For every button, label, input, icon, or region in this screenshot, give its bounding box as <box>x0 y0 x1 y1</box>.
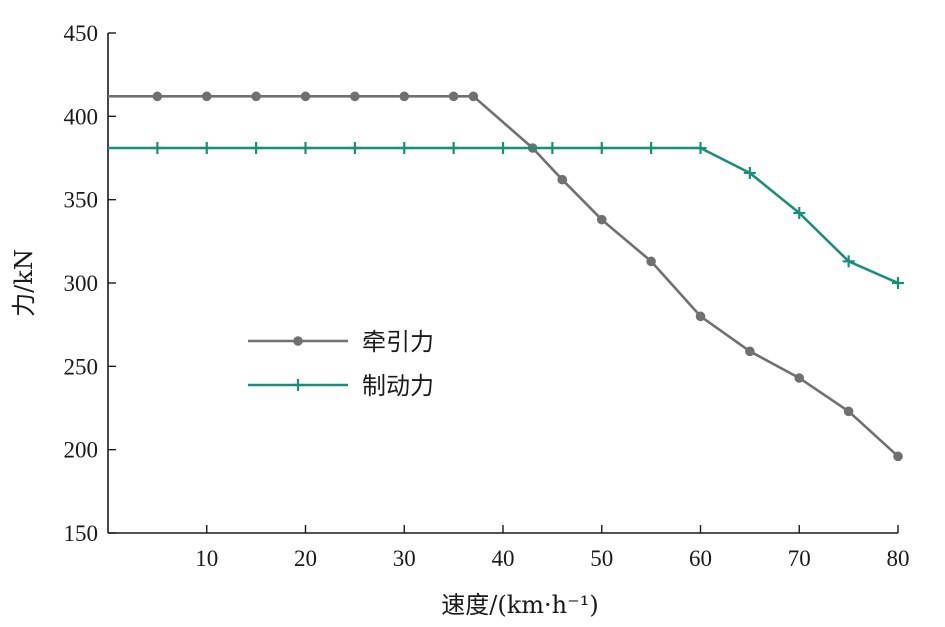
x-tick-label: 80 <box>887 546 910 571</box>
legend-marker <box>293 336 303 346</box>
y-tick-label: 350 <box>64 188 99 213</box>
data-point <box>448 91 459 102</box>
data-point <box>300 91 311 102</box>
data-point <box>497 142 509 154</box>
series-1 <box>108 91 903 462</box>
data-point <box>842 255 855 268</box>
legend-label: 牵引力 <box>362 328 434 356</box>
legend-marker <box>292 379 304 391</box>
y-tick-label: 400 <box>64 104 99 129</box>
data-point <box>152 91 163 102</box>
legend-item-2: 制动力 <box>248 372 434 400</box>
x-tick-label: 40 <box>492 546 515 571</box>
data-point <box>350 91 360 102</box>
data-point <box>892 277 904 289</box>
x-tick-label: 60 <box>689 546 712 571</box>
y-tick-label: 450 <box>64 21 99 46</box>
data-point <box>468 91 479 102</box>
data-point <box>743 167 756 179</box>
data-point <box>398 142 411 154</box>
data-point <box>348 142 361 154</box>
series-line <box>108 146 899 285</box>
data-point <box>843 406 854 417</box>
y-tick-label: 250 <box>64 354 99 379</box>
series-layer <box>108 91 904 462</box>
y-tick-label: 200 <box>64 438 99 463</box>
data-point <box>596 214 607 225</box>
data-point <box>793 207 806 219</box>
axes-layer <box>107 33 898 534</box>
x-tick-label: 30 <box>393 546 416 571</box>
data-point <box>200 142 213 154</box>
data-point <box>251 91 261 102</box>
y-tick-label: 150 <box>64 521 99 546</box>
series-line <box>108 95 899 458</box>
data-point <box>201 91 212 102</box>
data-point <box>399 91 410 102</box>
legend-label: 制动力 <box>362 372 434 400</box>
y-tick-label: 300 <box>64 271 99 296</box>
legend-item-1: 牵引力 <box>248 328 434 356</box>
data-point <box>250 142 263 154</box>
data-point <box>893 451 903 462</box>
data-point <box>695 311 706 322</box>
x-tick-label: 20 <box>294 546 317 571</box>
data-point <box>794 373 805 383</box>
y-axis-title: 力/kN <box>10 249 38 317</box>
x-axis-title: 速度/(km·h⁻¹) <box>441 591 599 619</box>
data-point <box>557 174 568 185</box>
data-point <box>745 346 755 357</box>
series-2 <box>108 142 904 289</box>
data-point <box>595 142 608 154</box>
data-point <box>447 142 460 154</box>
x-tick-label: 50 <box>590 546 613 571</box>
data-point <box>151 142 164 154</box>
x-tick-label: 70 <box>788 546 811 571</box>
data-point <box>694 142 707 154</box>
x-tick-label: 10 <box>195 546 218 571</box>
data-point <box>645 142 658 154</box>
data-point <box>546 142 559 154</box>
ticks-layer: 150 200 250 300 350 400 450 10 20 30 40 50 60 70 80 <box>64 21 910 571</box>
data-point <box>299 142 312 154</box>
data-point <box>646 256 656 267</box>
